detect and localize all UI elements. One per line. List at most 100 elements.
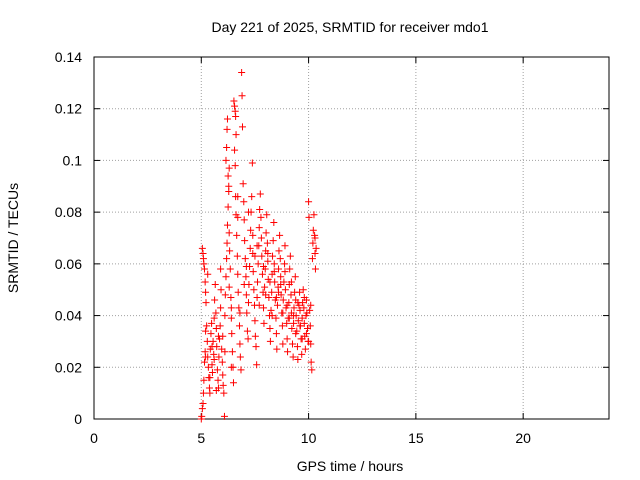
data-point [248, 193, 256, 201]
data-point [309, 239, 317, 247]
data-point [277, 281, 285, 289]
data-point [288, 340, 296, 348]
data-point [279, 340, 287, 348]
data-point [311, 265, 319, 273]
data-point [270, 218, 278, 226]
plot-frame [93, 56, 610, 420]
data-point [215, 353, 223, 361]
data-point [252, 343, 260, 351]
data-point [223, 115, 231, 123]
x-tick-label: 5 [197, 430, 205, 446]
data-point [198, 405, 206, 413]
data-point [210, 314, 218, 322]
data-point [251, 317, 259, 325]
data-point [300, 304, 308, 312]
data-point [241, 255, 249, 263]
data-point [228, 330, 236, 338]
data-point [245, 208, 252, 216]
data-point [293, 343, 301, 351]
data-point [263, 239, 271, 247]
data-point [232, 112, 240, 120]
data-point [272, 314, 280, 322]
data-point [305, 213, 313, 221]
data-point [305, 198, 313, 206]
data-point [199, 399, 207, 407]
data-point [235, 322, 243, 330]
data-point [281, 286, 289, 294]
data-point [221, 348, 229, 356]
data-point [250, 286, 258, 294]
data-point [223, 144, 231, 151]
data-point [242, 273, 250, 281]
data-point [277, 273, 285, 281]
data-point [269, 252, 277, 260]
data-point [300, 319, 308, 327]
data-point [266, 278, 274, 286]
data-point [287, 278, 295, 286]
data-point [201, 265, 209, 273]
data-point [249, 231, 257, 239]
data-point [212, 325, 220, 332]
data-point [251, 332, 259, 340]
data-point [223, 221, 231, 229]
data-point [238, 92, 246, 100]
data-point [202, 288, 210, 296]
data-point [309, 226, 317, 234]
data-point [236, 309, 244, 317]
data-point [238, 123, 246, 131]
data-point [220, 389, 228, 397]
data-point [212, 387, 220, 395]
axis-ticks [93, 56, 609, 420]
data-point [216, 322, 224, 330]
data-point [289, 353, 297, 361]
data-point [286, 252, 294, 260]
data-point [223, 255, 231, 263]
data-point [247, 226, 255, 234]
data-point [272, 293, 280, 301]
data-point [199, 389, 207, 397]
data-point [258, 252, 266, 260]
data-point [200, 376, 208, 384]
data-point [292, 330, 300, 338]
data-point [204, 270, 212, 278]
y-tick-label: 0.14 [55, 49, 82, 65]
data-point [268, 288, 276, 296]
x-tick-label: 15 [408, 430, 424, 446]
data-point [279, 296, 287, 304]
data-point [209, 337, 217, 345]
data-point [236, 340, 244, 348]
data-point [208, 343, 216, 351]
data-point [255, 301, 263, 309]
data-point [220, 412, 228, 420]
data-point [256, 206, 264, 214]
data-point [294, 299, 302, 307]
data-point [261, 283, 269, 291]
data-point [202, 299, 210, 307]
data-point [240, 216, 248, 224]
data-point [262, 291, 270, 299]
data-point [273, 345, 281, 353]
data-point [214, 376, 222, 384]
data-point [219, 371, 227, 379]
data-point [244, 335, 252, 343]
data-point [217, 286, 225, 294]
data-point [219, 381, 227, 389]
data-point [286, 265, 294, 273]
data-point [291, 273, 299, 281]
data-point [276, 231, 284, 239]
data-point [225, 283, 233, 291]
data-point [235, 304, 243, 312]
data-point [270, 268, 278, 276]
data-point [248, 159, 256, 167]
data-point [217, 304, 225, 312]
data-point [260, 262, 268, 270]
data-point [269, 237, 277, 245]
data-point [207, 330, 215, 338]
data-point [249, 268, 257, 276]
data-point [284, 348, 292, 356]
data-point [310, 211, 318, 219]
data-point [311, 234, 319, 242]
data-point [296, 306, 304, 314]
data-point [311, 250, 319, 258]
data-point [264, 257, 272, 265]
